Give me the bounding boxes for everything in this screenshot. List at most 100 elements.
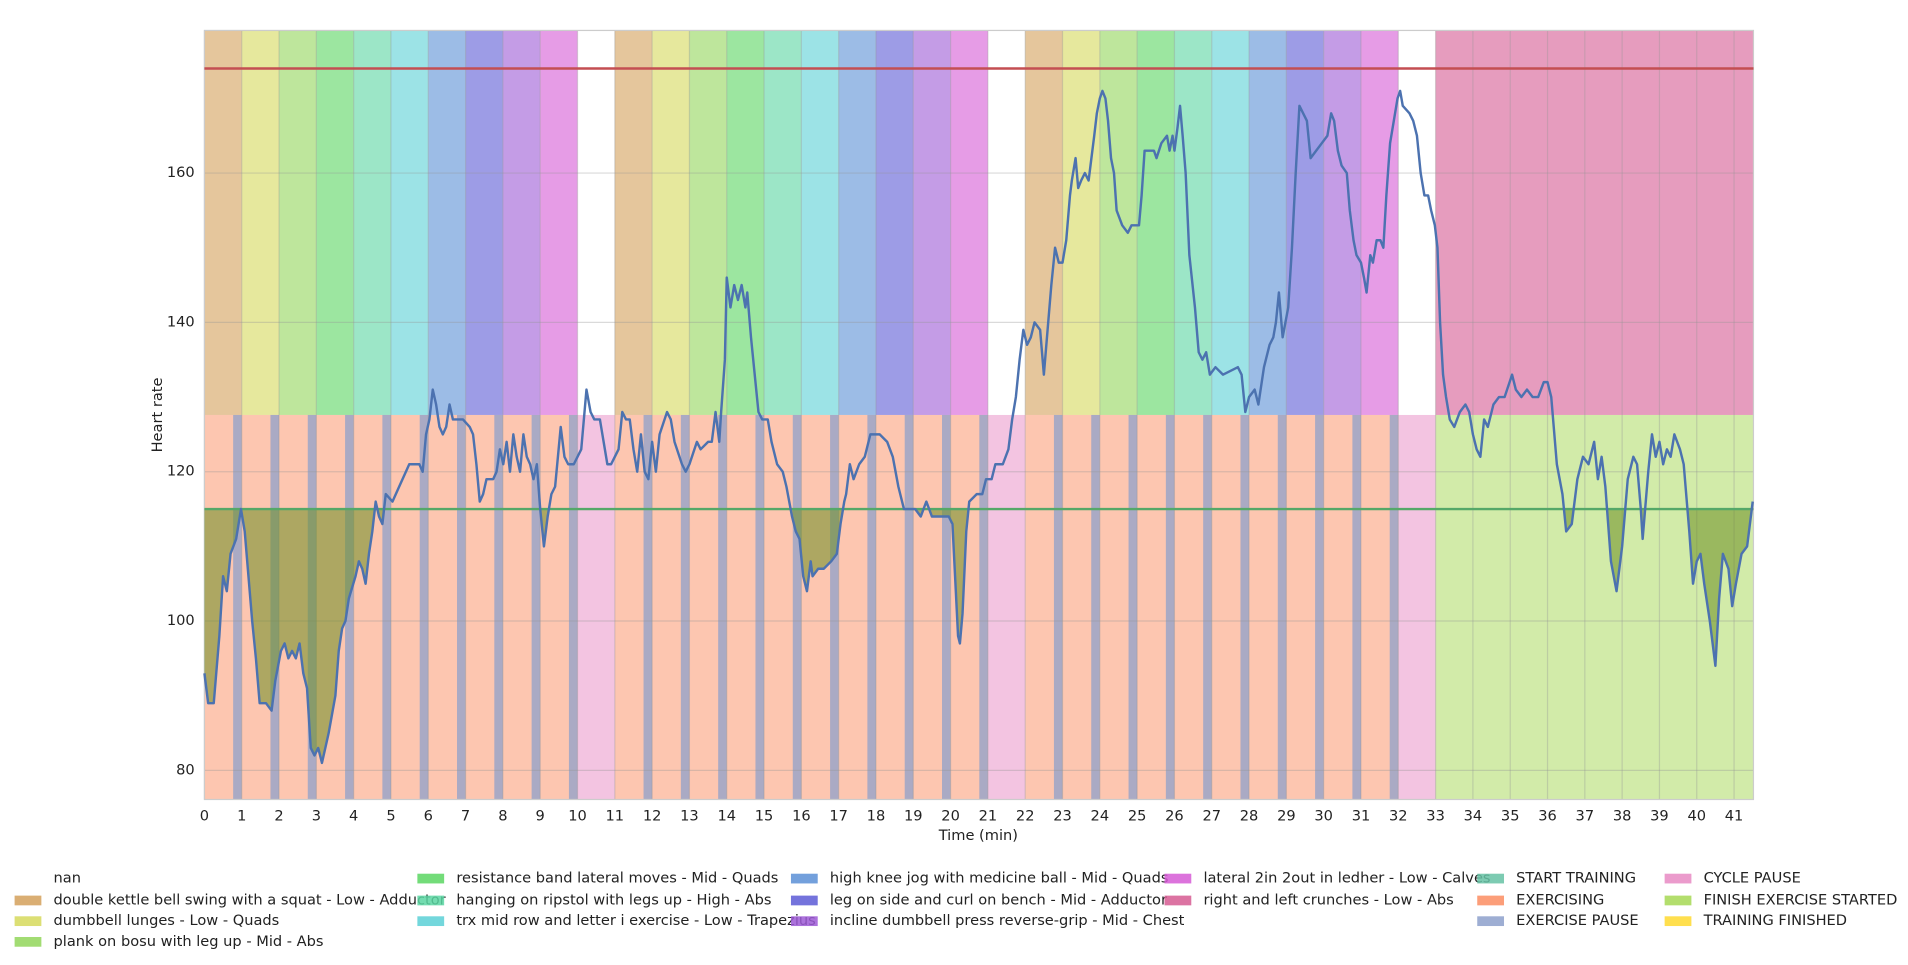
phase-band xyxy=(382,414,391,800)
x-tick-label: 23 xyxy=(1053,808,1072,825)
legend-label: trx mid row and letter i exercise - Low … xyxy=(456,912,815,929)
legend-label: hanging on ripstol with legs up - High -… xyxy=(456,891,771,908)
legend-swatch xyxy=(790,873,818,884)
phase-band xyxy=(494,414,503,800)
below-threshold-fill xyxy=(1607,509,1626,592)
legend-swatch xyxy=(1164,873,1192,884)
x-tick-label: 27 xyxy=(1202,808,1221,825)
phase-band xyxy=(233,414,242,800)
x-tick-label: 35 xyxy=(1501,808,1520,825)
exercise-band xyxy=(1099,30,1138,415)
x-tick-label: 30 xyxy=(1314,808,1333,825)
legend-label: TRAINING FINISHED xyxy=(1703,912,1847,929)
x-tick-label: 21 xyxy=(979,808,998,825)
phase-band xyxy=(718,414,727,800)
exercise-band xyxy=(316,30,354,415)
exercise-band xyxy=(764,30,802,415)
exercise-band xyxy=(838,30,876,415)
x-tick-label: 4 xyxy=(349,808,358,825)
x-tick-label: 32 xyxy=(1389,808,1408,825)
exercise-band xyxy=(1435,30,1754,415)
exercise-band xyxy=(1398,30,1436,415)
phase-band xyxy=(1389,414,1399,800)
exercise-band xyxy=(204,30,242,415)
x-tick-label: 22 xyxy=(1016,808,1035,825)
below-threshold-fill xyxy=(929,509,969,644)
phase-band xyxy=(1435,414,1754,800)
legend-label: lateral 2in 2out in ledher - Low - Calve… xyxy=(1203,870,1490,887)
exercise-band xyxy=(875,30,914,415)
x-tick-label: 0 xyxy=(200,808,209,825)
exercise-band xyxy=(577,30,615,415)
legend-label: CYCLE PAUSE xyxy=(1704,870,1801,887)
x-tick-label: 24 xyxy=(1091,808,1110,825)
exercise-band xyxy=(987,30,1026,415)
phase-band xyxy=(1128,414,1138,800)
legend-swatch xyxy=(417,895,445,906)
phase-band xyxy=(1352,414,1361,800)
phase-band xyxy=(904,414,914,800)
phase-band xyxy=(419,414,429,800)
exercise-band xyxy=(502,30,541,415)
legend-swatch xyxy=(790,895,818,906)
legend-swatch xyxy=(417,873,445,884)
phase-band xyxy=(755,414,765,800)
x-axis-label: Time (min) xyxy=(938,827,1018,844)
x-tick-label: 2 xyxy=(274,808,283,825)
phase-band xyxy=(1398,414,1436,800)
x-tick-label: 6 xyxy=(424,808,433,825)
x-tick-label: 15 xyxy=(755,808,774,825)
x-tick-label: 34 xyxy=(1464,808,1483,825)
x-tick-label: 25 xyxy=(1128,808,1147,825)
x-tick-label: 36 xyxy=(1538,808,1557,825)
exercise-band xyxy=(1174,30,1212,415)
phase-band xyxy=(1091,414,1100,800)
exercise-band xyxy=(465,30,503,415)
x-tick-label: 7 xyxy=(461,808,470,825)
phase-band xyxy=(830,414,839,800)
phase-band xyxy=(979,414,988,800)
x-tick-label: 10 xyxy=(568,808,587,825)
legend-swatch xyxy=(14,916,42,927)
below-threshold-fill xyxy=(204,509,241,704)
x-tick-label: 9 xyxy=(536,808,545,825)
y-tick-label: 160 xyxy=(167,164,195,181)
phase-band xyxy=(457,414,466,800)
x-tick-label: 40 xyxy=(1687,808,1706,825)
x-tick-label: 5 xyxy=(386,808,395,825)
legend-swatch xyxy=(1664,916,1692,927)
phase-band xyxy=(680,414,690,800)
exercise-band xyxy=(913,30,951,415)
exercise-band xyxy=(428,30,466,415)
phase-band xyxy=(1025,414,1399,800)
exercise-band xyxy=(241,30,280,415)
phase-band xyxy=(1240,414,1250,800)
legend-swatch xyxy=(1477,916,1505,927)
x-tick-label: 28 xyxy=(1240,808,1259,825)
x-tick-label: 41 xyxy=(1725,808,1744,825)
x-tick-label: 18 xyxy=(867,808,886,825)
x-tick-label: 26 xyxy=(1165,808,1184,825)
x-tick-label: 20 xyxy=(941,808,960,825)
phase-band xyxy=(1277,414,1287,800)
x-tick-label: 12 xyxy=(643,808,662,825)
phase-band xyxy=(643,414,653,800)
heart-rate-line xyxy=(203,89,1754,765)
plot-frame xyxy=(203,29,1755,801)
exercise-band xyxy=(652,30,690,415)
phase-band xyxy=(1315,414,1324,800)
phase-band xyxy=(1053,414,1063,800)
legend-label: nan xyxy=(54,870,81,887)
x-tick-label: 8 xyxy=(498,808,507,825)
phase-band xyxy=(568,414,578,800)
exercise-band xyxy=(726,30,765,415)
legend-label: incline dumbbell press reverse-grip - Mi… xyxy=(830,912,1185,929)
x-tick-label: 11 xyxy=(606,808,625,825)
legend-swatch xyxy=(14,936,42,947)
phase-band xyxy=(345,414,354,800)
exercise-band xyxy=(1286,30,1324,415)
exercise-band xyxy=(689,30,727,415)
exercise-band xyxy=(1360,30,1399,415)
legend-swatch xyxy=(14,873,42,884)
